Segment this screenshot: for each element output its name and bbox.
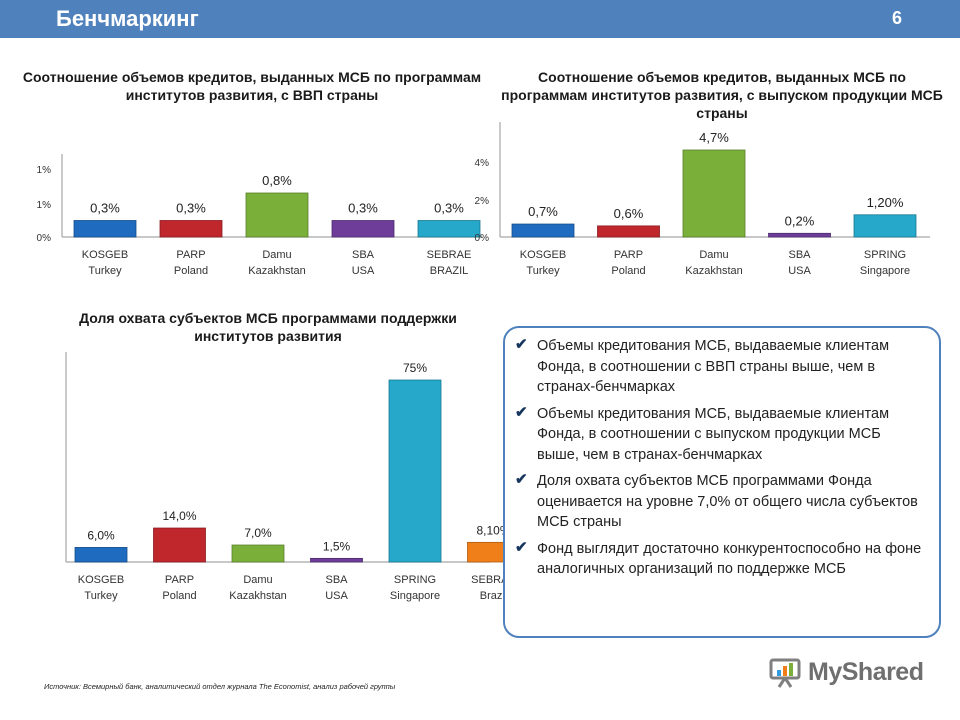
category-label: Turkey — [88, 265, 122, 277]
category-label: KOSGEB — [520, 249, 566, 261]
category-label: KOSGEB — [82, 249, 128, 261]
bar — [310, 557, 363, 563]
brand-logo: MyShared — [768, 654, 928, 694]
category-label: PARP — [614, 249, 643, 261]
y-tick-label: 2% — [475, 196, 490, 207]
category-label: BRAZIL — [430, 265, 469, 277]
data-label: 0,3% — [176, 201, 206, 216]
category-label: Damu — [243, 574, 272, 586]
conclusion-item: ✔ Объемы кредитования МСБ, выдаваемые кли… — [515, 403, 890, 463]
category-label: SBA — [325, 574, 348, 586]
conclusion-item: ✔ Объемы кредитования МСБ, выдаваемые кли… — [515, 336, 890, 395]
bar — [331, 220, 395, 238]
data-label: 1,20% — [867, 195, 904, 210]
check-icon: ✔ — [515, 538, 528, 556]
bar — [853, 214, 917, 238]
category-label: Turkey — [84, 590, 118, 602]
page-number: 6 — [891, 8, 902, 28]
bar — [417, 220, 481, 238]
bar — [159, 220, 223, 238]
data-label: 0,7% — [528, 204, 558, 219]
category-label: Turkey — [526, 265, 560, 277]
category-label: PARP — [176, 249, 205, 261]
bar — [153, 527, 206, 563]
check-icon: ✔ — [515, 471, 528, 488]
chart-gdp-ratio: 0% 1% 1% 0,3% KOSGEB Turkey 0,3% PARP Poland 0,8%… — [37, 154, 482, 277]
bar — [511, 223, 575, 238]
y-tick-label: 0% — [37, 233, 52, 244]
data-label: 1,5% — [323, 539, 351, 553]
bar — [597, 225, 660, 238]
conclusion-item: ✔ Фонд выглядит достаточно конкурентоспос… — [515, 538, 922, 578]
brand-name: MyShared — [808, 658, 924, 686]
data-label: 0,8% — [262, 173, 292, 188]
y-tick-label: 1% — [37, 165, 52, 176]
presentation-board-icon — [769, 658, 801, 688]
conclusions-box: ✔ Объемы кредитования МСБ, выдаваемые кли… — [503, 326, 941, 638]
page-title: Бенчмаркинг — [56, 6, 199, 31]
category-label: USA — [788, 265, 811, 277]
conclusion-item: ✔ Доля охвата субъектов МСБ программами Ф… — [515, 471, 918, 530]
check-icon: ✔ — [515, 336, 528, 353]
data-label: 0,3% — [434, 201, 464, 216]
chart-coverage-share: 6,0% KOSGEB Turkey 14,0% PARP Poland 7,0% Damu K… — [65, 352, 520, 602]
y-tick-label: 0% — [475, 233, 490, 244]
y-tick-label: 4% — [475, 158, 490, 169]
category-label: SBA — [352, 249, 375, 261]
data-label: 0,6% — [614, 206, 644, 221]
category-label: USA — [352, 265, 375, 277]
category-label: PARP — [165, 574, 194, 586]
header-bar: Бенчмаркинг 6 — [0, 0, 960, 38]
category-label: Damu — [699, 249, 728, 261]
data-label: 0,3% — [348, 201, 378, 216]
check-icon: ✔ — [515, 403, 528, 421]
data-label: 0,3% — [90, 201, 120, 216]
data-label: 75% — [403, 361, 427, 375]
category-label: SBA — [788, 249, 811, 261]
category-label: Kazakhstan — [229, 590, 286, 602]
chart3-title: Доля охвата субъектов МСБ программами по… — [79, 310, 457, 344]
bar — [73, 220, 137, 238]
data-label: 7,0% — [244, 526, 272, 540]
source-note: Источник: Всемирный банк, аналитический … — [44, 682, 396, 691]
chart1-title: Соотношение объемов кредитов, выданных М… — [22, 69, 482, 103]
chart2-title: Соотношение объемов кредитов, выданных М… — [501, 69, 943, 121]
bar — [231, 544, 285, 563]
category-label: SPRING — [864, 249, 906, 261]
data-label: 0,2% — [785, 213, 815, 228]
category-label: Singapore — [390, 590, 440, 602]
data-label: 14,0% — [162, 509, 196, 523]
y-tick-label: 1% — [37, 200, 52, 211]
category-label: Singapore — [860, 265, 910, 277]
bar — [74, 547, 128, 563]
category-label: Brazil — [480, 590, 508, 602]
chart-output-ratio: 0% 2% 4% 0,7% KOSGEB Turkey 0,6% PARP Poland 4,7%… — [475, 122, 930, 277]
bar — [768, 232, 831, 238]
category-label: Poland — [162, 590, 196, 602]
category-label: SPRING — [394, 574, 436, 586]
category-label: Damu — [262, 249, 291, 261]
bar — [245, 192, 309, 238]
category-label: SEBRAE — [427, 249, 472, 261]
data-label: 8,10% — [476, 523, 510, 537]
category-label: Poland — [611, 265, 645, 277]
data-label: 4,7% — [699, 130, 729, 145]
category-label: Kazakhstan — [685, 265, 742, 277]
bar — [682, 149, 746, 238]
category-label: Kazakhstan — [248, 265, 305, 277]
category-label: USA — [325, 590, 348, 602]
category-label: Poland — [174, 265, 208, 277]
data-label: 6,0% — [87, 528, 115, 542]
category-label: KOSGEB — [78, 574, 124, 586]
bar — [388, 379, 442, 563]
